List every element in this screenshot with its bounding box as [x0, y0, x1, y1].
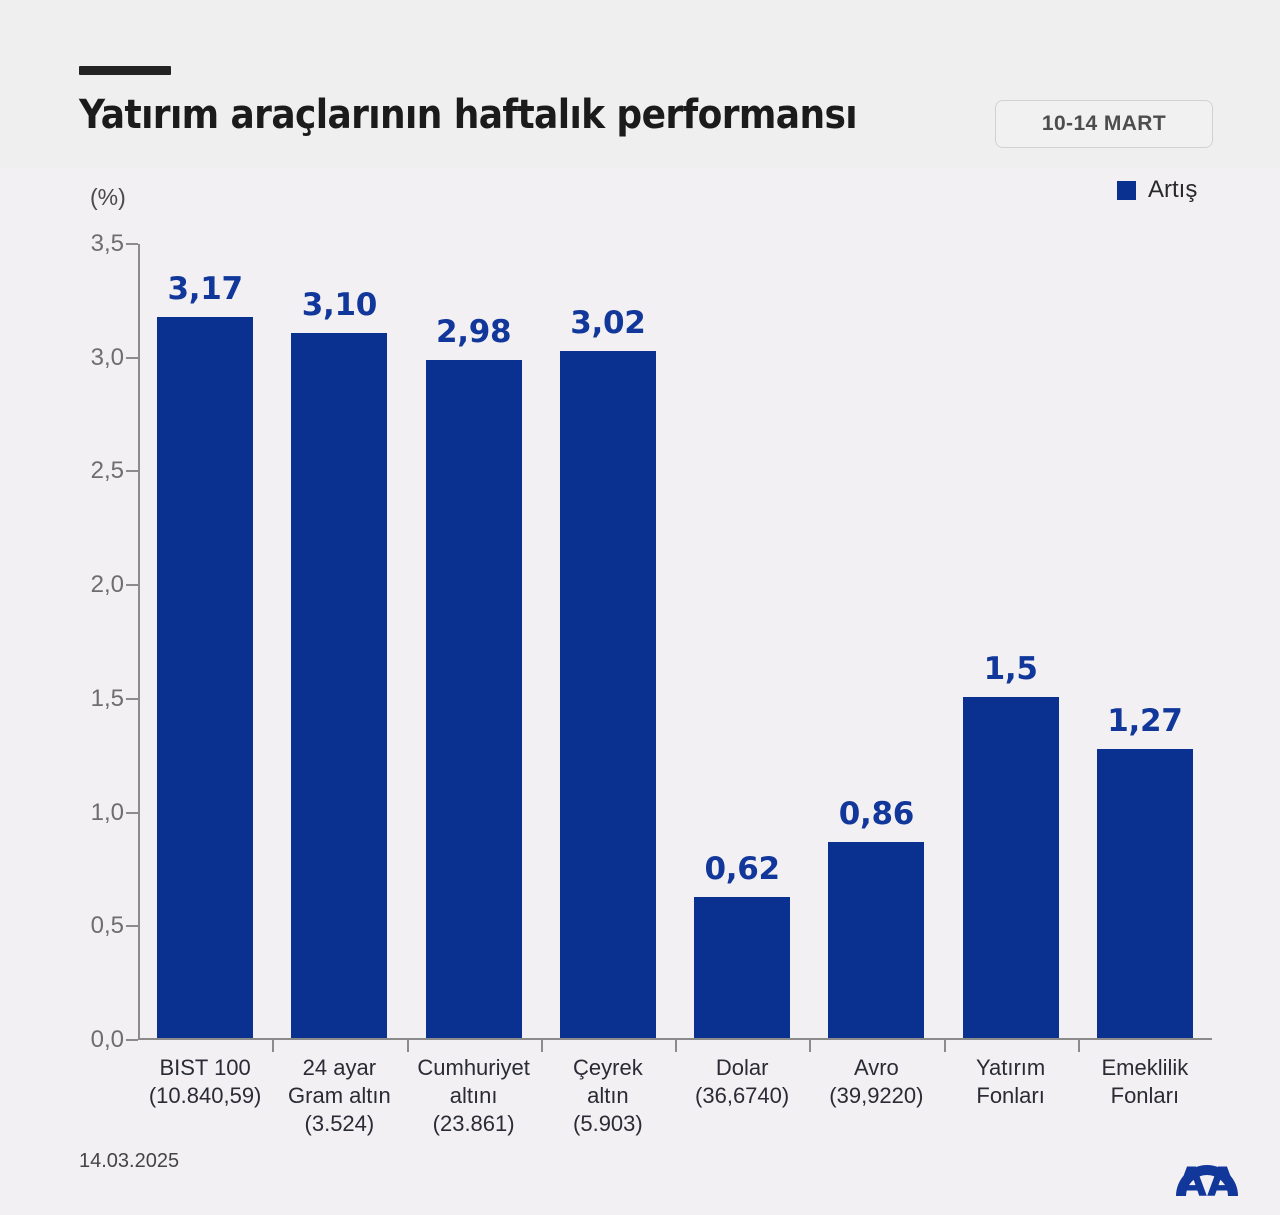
x-axis-category-label-line: Çeyrek: [573, 1055, 643, 1080]
x-axis-tick: [406, 1038, 409, 1052]
x-axis-category-label: Çeyrek altın (5.903): [518, 1054, 698, 1138]
x-axis-category-label-line: altını: [449, 1083, 498, 1108]
header: Yatırım araçlarının haftalık performansı…: [0, 0, 1280, 168]
legend-label-artis: Artış: [1148, 176, 1198, 203]
bar-value-label: 0,62: [704, 850, 780, 887]
y-axis-tick-label: 2,5: [90, 457, 124, 485]
x-axis-category-label-line: altın: [587, 1083, 629, 1108]
bar-value-label: 0,86: [838, 796, 915, 833]
plot-region: 0,0 0,5 1,0 1,5 2,0 2,5 3,0 3,5 3,17 BIST 100 (10.…: [91, 230, 1212, 1136]
x-axis-category-label: BIST 100 (10.840,59): [115, 1054, 295, 1110]
x-axis-category-label-line: BIST 100: [159, 1055, 251, 1080]
bar-value-label: 1,5: [983, 650, 1038, 687]
date-range-badge-label: 10-14 MART: [1041, 112, 1167, 135]
date-range-badge: 10-14 MART: [995, 100, 1213, 148]
x-axis-category-label-line: Avro: [853, 1055, 899, 1080]
bar-value-label: 3,10: [301, 286, 378, 323]
x-axis-tick: [809, 1038, 812, 1052]
bar-value-label: 3,17: [167, 271, 243, 308]
y-axis-tick: [126, 243, 138, 245]
bar[interactable]: [828, 842, 925, 1038]
x-axis-category-label-line: (23.861): [432, 1111, 515, 1136]
x-axis-tick: [540, 1038, 543, 1052]
y-axis-tick: [126, 584, 138, 587]
x-axis-category-label-line: (5.903): [573, 1111, 643, 1136]
y-axis-tick-label: 0,0: [90, 1026, 124, 1053]
x-axis-category-label: Yatırım Fonları: [921, 1054, 1101, 1110]
x-axis-category-label: Emeklilik Fonları: [1055, 1054, 1235, 1110]
y-axis-tick-label: 1,0: [90, 798, 124, 826]
bar[interactable]: [962, 696, 1059, 1038]
x-axis-category-label-line: Yatırım: [975, 1055, 1046, 1080]
y-axis-tick-label: 0,5: [90, 912, 124, 940]
y-axis-tick-label: 2,0: [90, 571, 124, 599]
y-axis-tick: [126, 811, 138, 814]
x-axis-category-label-line: Fonları: [1110, 1083, 1180, 1108]
x-axis-category-label-line: (3.524): [304, 1111, 375, 1136]
x-axis-category-label-line: (36,6740): [695, 1083, 790, 1108]
x-axis-category-label-line: Dolar: [715, 1055, 769, 1080]
x-axis-category-label: Cumhuriyet altını (23.861): [384, 1054, 564, 1138]
bar[interactable]: [291, 332, 388, 1038]
x-axis-category-label-line: Fonları: [976, 1083, 1045, 1108]
bar[interactable]: [157, 317, 254, 1038]
title-rule: [79, 66, 171, 75]
y-axis-tick: [126, 1039, 138, 1041]
y-axis-line: [138, 244, 140, 1040]
y-axis-tick: [126, 925, 138, 928]
anadolu-ajansi-logo: AA: [1168, 1140, 1246, 1206]
x-axis-category-label-line: Gram altın: [288, 1083, 391, 1108]
legend-swatch-artis: [1117, 180, 1136, 200]
y-axis-tick: [126, 470, 138, 473]
bar-value-label: 2,98: [435, 314, 512, 351]
x-axis-category-label: 24 ayar Gram altın (3.524): [249, 1054, 429, 1138]
x-axis-category-label-line: 24 ayar: [302, 1055, 377, 1080]
publish-date: 14.03.2025: [79, 1150, 180, 1172]
x-axis-tick: [675, 1038, 677, 1052]
x-axis-category-label: Dolar (36,6740): [652, 1054, 832, 1110]
bar-value-label: 3,02: [570, 305, 646, 342]
page-title: Yatırım araçlarının haftalık performansı: [79, 92, 858, 138]
x-axis-tick: [1077, 1038, 1080, 1052]
svg-text:AA: AA: [1176, 1160, 1238, 1200]
x-axis-category-label-line: (39,9220): [829, 1083, 924, 1108]
bar[interactable]: [559, 351, 656, 1038]
bar[interactable]: [425, 360, 522, 1038]
y-axis-tick: [126, 356, 138, 359]
y-axis-tick: [126, 697, 138, 700]
x-axis-category-label: Avro (39,9220): [786, 1054, 966, 1110]
bar-value-label: 1,27: [1107, 703, 1183, 740]
chart-area: (%) Artış 0,0 0,5 1,0 1,5 2,0 2,5 3,0 3,5 3,17 BI…: [0, 168, 1280, 1215]
bar[interactable]: [694, 897, 791, 1038]
x-axis-tick: [943, 1038, 946, 1052]
y-axis-tick-label: 3,0: [90, 343, 124, 371]
y-axis-tick-label: 3,5: [90, 230, 124, 257]
y-axis-unit-label: (%): [90, 184, 126, 210]
x-axis-category-label-line: (10.840,59): [148, 1083, 262, 1108]
chart-legend: Artış: [1117, 176, 1197, 204]
x-axis-category-label-line: Cumhuriyet: [417, 1055, 530, 1080]
x-axis-category-label-line: Emeklilik: [1101, 1055, 1189, 1080]
y-axis-tick-label: 1,5: [90, 684, 124, 712]
bar[interactable]: [1096, 749, 1193, 1038]
x-axis-tick: [272, 1038, 275, 1052]
